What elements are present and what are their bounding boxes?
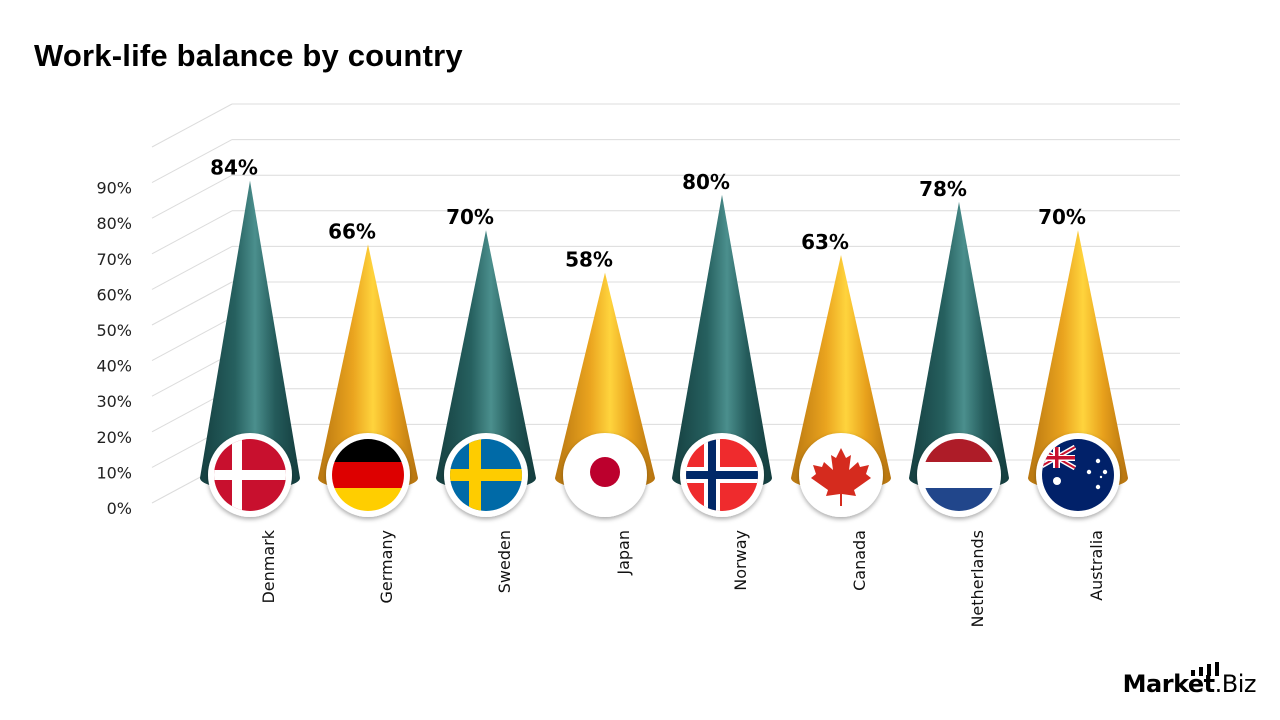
marketbiz-logo: Market.Biz [1123,662,1257,698]
y-axis: 0% 10% 20% 30% 40% 50% 60% 70% 80% 90% [96,179,132,518]
value-label: 63% [801,230,849,254]
x-tick-label: Denmark [259,529,278,603]
x-tick-label: Norway [731,530,750,591]
y-tick-label: 70% [96,250,132,269]
value-label: 70% [1038,205,1086,229]
logo-text-light: .Biz [1214,670,1257,698]
cone-denmark: 84% Denmark [200,156,300,604]
canada-flag-icon [799,433,883,517]
bars-icon [1190,662,1219,676]
denmark-flag-icon [208,433,292,517]
cone-sweden: 70% Sweden [436,205,536,593]
value-label: 78% [919,177,967,201]
y-tick-label: 20% [96,428,132,447]
x-tick-label: Sweden [495,530,514,593]
gridlines [151,103,1180,504]
japan-flag-icon [563,433,647,517]
x-tick-label: Netherlands [968,530,987,628]
y-tick-label: 30% [96,392,132,411]
cone-norway: 80% Norway [672,170,772,591]
cone-japan: 58% Japan [555,248,655,576]
cone-canada: 63% Canada [791,230,891,591]
value-label: 84% [210,156,258,180]
x-tick-label: Canada [850,530,869,591]
cone-australia: 70% Australia [1028,205,1128,601]
cone-germany: 66% Germany [318,219,418,604]
y-tick-label: 60% [96,285,132,304]
norway-flag-icon [680,433,764,517]
value-label: 70% [446,205,494,229]
y-tick-label: 50% [96,321,132,340]
value-label: 66% [328,219,376,243]
netherlands-flag-icon [917,433,1001,517]
value-label: 80% [682,170,730,194]
sweden-flag-icon [444,433,528,517]
cone-netherlands: 78% Netherlands [909,177,1009,628]
germany-flag-icon [326,433,410,517]
y-tick-label: 10% [96,463,132,482]
x-tick-label: Australia [1087,530,1106,601]
x-tick-label: Japan [614,530,633,576]
australia-flag-icon [1036,433,1120,517]
y-tick-label: 80% [96,214,132,233]
x-tick-label: Germany [377,530,396,604]
cones: 84% Denmark 66% Germany 70% Sweden 58% Japan 80%… [200,156,1128,628]
y-tick-label: 90% [96,179,132,198]
value-label: 58% [565,248,613,272]
y-tick-label: 0% [107,499,132,518]
chart-title: Work-life balance by country [34,38,463,73]
y-tick-label: 40% [96,357,132,376]
